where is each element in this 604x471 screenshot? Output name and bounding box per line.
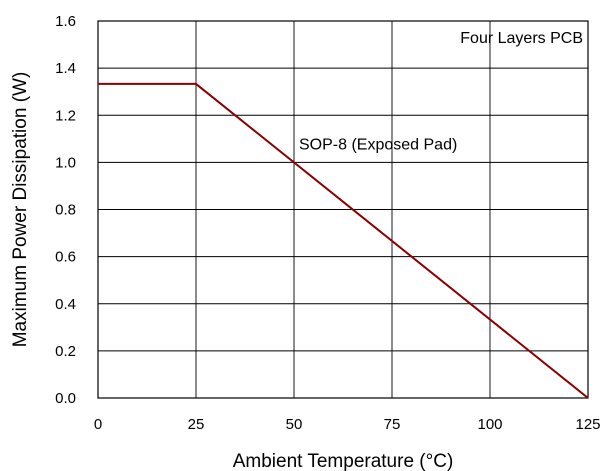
annotations: Four Layers PCB SOP-8 (Exposed Pad) [299,30,583,153]
annotation-label: Four Layers PCB [460,30,583,47]
x-tick-label: 25 [188,416,205,433]
series-layer [98,82,589,399]
x-tick-label: 75 [384,416,401,433]
x-tick-label: 100 [477,416,502,433]
grid [97,20,589,399]
x-tick-labels: 0 25 50 75 100 125 [94,416,601,433]
y-tick-label: 1.4 [55,60,76,77]
y-tick-label: 0.2 [55,343,76,360]
y-tick-label: 1.2 [55,107,76,124]
y-axis-label: Maximum Power Dissipation (W) [10,72,31,348]
x-axis-label: Ambient Temperature (°C) [233,451,454,471]
y-tick-labels: 0.0 0.2 0.4 0.6 0.8 1.0 1.2 1.4 1.6 [55,13,76,407]
series-line [98,82,589,399]
y-tick-label: 1.0 [55,154,76,171]
x-tick-label: 125 [575,416,600,433]
y-tick-label: 0.4 [55,296,76,313]
y-tick-label: 0.0 [55,390,76,407]
annotation-label: SOP-8 (Exposed Pad) [299,136,457,153]
y-tick-label: 1.6 [55,13,76,30]
x-tick-label: 50 [286,416,303,433]
plot-frame [97,20,589,399]
y-tick-label: 0.8 [55,202,76,219]
x-tick-label: 0 [94,416,102,433]
y-tick-label: 0.6 [55,249,76,266]
